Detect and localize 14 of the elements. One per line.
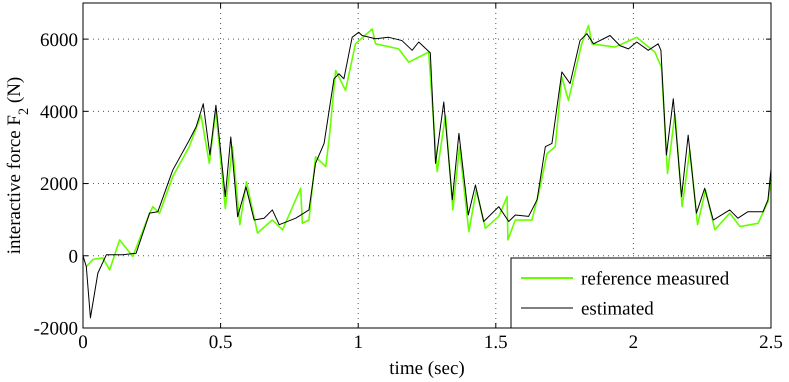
- y-tick-label: 6000: [40, 30, 78, 51]
- x-tick-label: 1.5: [484, 332, 508, 353]
- x-tick-label: 1: [353, 332, 363, 353]
- x-axis-title: time (sec): [389, 358, 465, 379]
- legend-label: estimated: [581, 298, 654, 320]
- y-tick-label: -2000: [34, 318, 78, 340]
- x-tick-label: 0.5: [208, 332, 232, 353]
- y-tick-label: 0: [68, 246, 78, 268]
- line-series: [86, 24, 772, 271]
- x-tick-label: 2.5: [759, 332, 783, 353]
- legend-label: reference measured: [581, 268, 730, 290]
- y-tick-label: 4000: [40, 102, 78, 123]
- y-tick-label: 2000: [40, 174, 78, 196]
- x-tick-label: 2: [628, 332, 638, 353]
